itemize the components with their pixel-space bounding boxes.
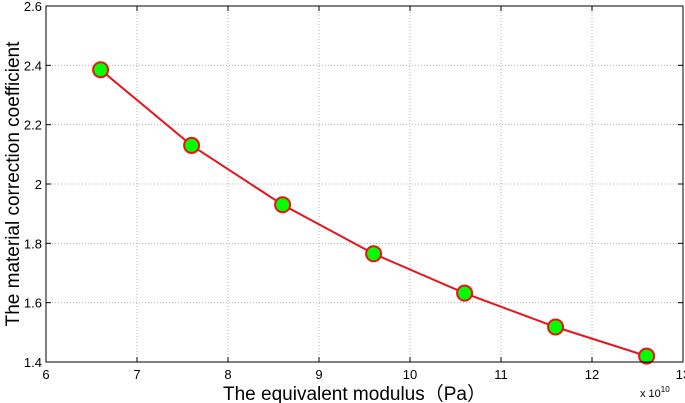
- x-tick-label: 11: [494, 367, 508, 382]
- data-point: [365, 245, 383, 263]
- data-point: [183, 136, 201, 154]
- data-point: [456, 284, 474, 302]
- y-tick-label: 1.6: [24, 296, 42, 311]
- x-multiplier-exponent: 10: [661, 385, 670, 394]
- x-tick-label: 12: [585, 367, 599, 382]
- data-point: [92, 61, 110, 79]
- x-tick-label: 9: [315, 367, 322, 382]
- y-axis-label: The material correction coefficient: [3, 41, 24, 326]
- x-tick-label: 7: [133, 367, 140, 382]
- data-point: [274, 196, 292, 214]
- data-point: [638, 347, 656, 365]
- grid: [46, 6, 683, 362]
- series-line: [99, 69, 647, 358]
- y-tick-label: 2.4: [24, 58, 42, 73]
- y-tick-label: 1.8: [24, 236, 42, 251]
- tick-labels: 6 7 8 9 10 11 12 13 1.4 1.6 1.8 2 2.2 2.4 2.6: [24, 0, 685, 382]
- series-group: [92, 61, 656, 365]
- x-axis-label: The equivalent modulus（Pa）: [223, 383, 486, 403]
- y-tick-label: 2.2: [24, 118, 42, 133]
- x-tick-label: 8: [224, 367, 231, 382]
- y-tick-label: 1.4: [24, 355, 42, 370]
- ticks: [45, 5, 684, 363]
- y-tick-label: 2.6: [24, 0, 42, 14]
- x-multiplier-base: x 10: [640, 388, 661, 400]
- y-tick-label: 2: [35, 177, 42, 192]
- data-point: [547, 318, 565, 336]
- x-multiplier-label: x 1010: [640, 385, 670, 400]
- x-tick-label: 13: [676, 367, 685, 382]
- x-tick-label: 10: [403, 367, 417, 382]
- x-tick-label: 6: [42, 367, 49, 382]
